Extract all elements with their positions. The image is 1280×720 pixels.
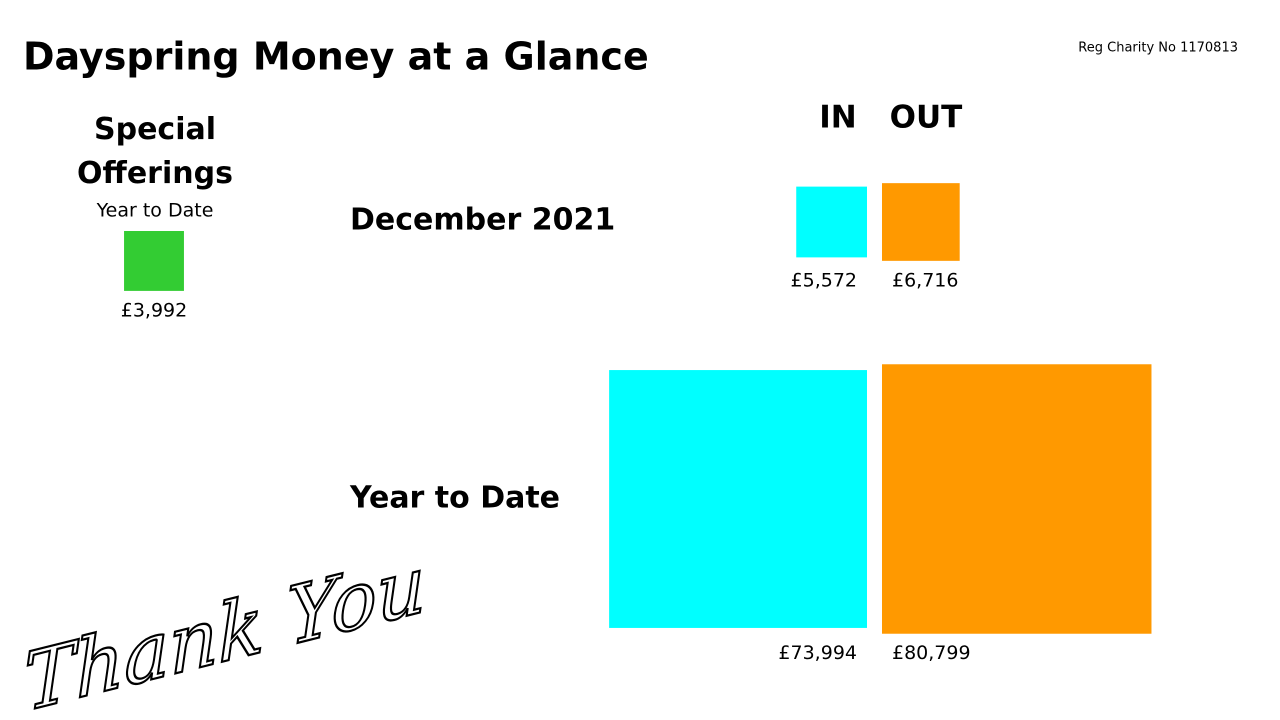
in-square: [796, 186, 867, 258]
value-label: £80,799: [892, 642, 971, 664]
column-header: IN: [819, 100, 856, 136]
special-heading-box: Special Offerings: [77, 112, 233, 191]
special-square: [124, 231, 184, 291]
special-heading: Special Offerings: [77, 112, 233, 191]
thank-you: Thank You: [23, 537, 427, 720]
special-subheading: Year to Date: [96, 200, 214, 222]
in-square: [609, 370, 867, 628]
row-label: December 2021: [350, 203, 615, 238]
column-header: OUT: [890, 100, 963, 136]
title: Dayspring Money at a Glance: [23, 35, 649, 79]
out-square: [882, 183, 960, 261]
special-value-label: £3,992: [121, 299, 187, 321]
value-label: £5,572: [791, 269, 857, 291]
thank-you-group: Thank You: [22, 536, 428, 720]
value-label: £73,994: [778, 642, 857, 664]
charity-number: Reg Charity No 1170813: [1078, 41, 1238, 56]
value-label: £6,716: [892, 269, 958, 291]
row-label: Year to Date: [349, 481, 560, 516]
out-square: [882, 364, 1152, 634]
